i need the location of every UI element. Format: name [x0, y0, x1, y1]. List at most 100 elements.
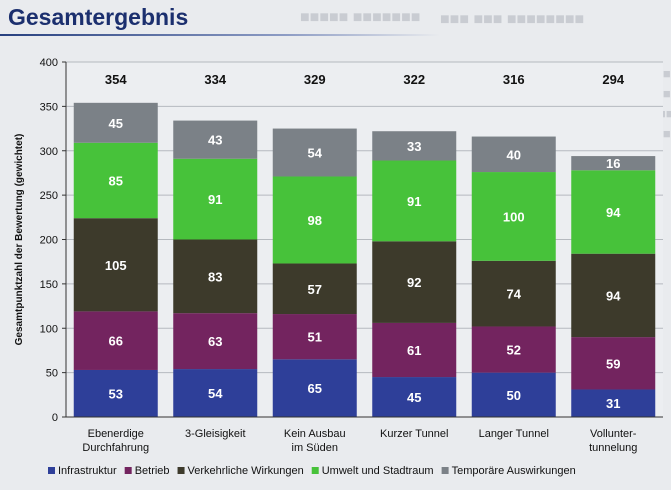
bar-segment	[372, 131, 457, 161]
bar-segment	[73, 102, 158, 143]
bar-value-label: 100	[503, 209, 525, 224]
bar-segment	[272, 176, 357, 264]
y-tick-label: 150	[40, 279, 58, 291]
y-tick-label: 100	[40, 323, 58, 335]
y-tick-label: 50	[46, 368, 58, 380]
bar-value-label: 65	[308, 381, 322, 396]
bar-total-label: 316	[503, 72, 525, 87]
bar-value-label: 54	[208, 386, 223, 401]
y-tick-label: 0	[52, 412, 58, 424]
legend-entry: Temporäre Auswirkungen	[452, 465, 576, 477]
bar-total-label: 334	[204, 72, 226, 87]
bar-segment	[571, 156, 656, 171]
y-tick-label: 200	[40, 235, 58, 247]
bar-value-label: 45	[109, 116, 123, 131]
x-category-label: 3-Gleisigkeit	[185, 428, 246, 440]
bar-segment	[571, 170, 656, 254]
bar-segment	[471, 260, 556, 327]
bar-total-label: 294	[602, 72, 624, 87]
legend-swatch	[124, 467, 132, 474]
bar-segment	[73, 311, 158, 370]
axes: 0 50 100 150 200 250 300 350 400 Gesamtpunktzahl …	[14, 57, 663, 454]
bar-value-label: 94	[606, 205, 621, 220]
x-category-label: Kurzer Tunnel	[380, 428, 448, 440]
bar-segment	[372, 377, 457, 417]
bars: 53 66 105 85 45 354 54 63 83 91 43 334 65 51 57 98 54 329…	[73, 72, 656, 417]
bar-segment	[272, 128, 357, 177]
bar-value-label: 66	[109, 334, 123, 349]
y-tick-label: 400	[40, 57, 58, 69]
legend-swatch	[177, 467, 185, 474]
bar-total-label: 329	[304, 72, 326, 87]
legend-entry: Betrieb	[135, 465, 170, 477]
x-category-label: Vollunter-	[590, 428, 637, 440]
x-category-label: tunnelung	[589, 442, 637, 454]
bar-value-label: 91	[407, 194, 421, 209]
bar-value-label: 16	[606, 156, 620, 171]
bar-value-label: 57	[308, 282, 322, 297]
bar-segment	[73, 218, 158, 312]
title-underline	[0, 34, 440, 36]
x-category-label: im Süden	[292, 442, 338, 454]
bar-value-label: 31	[606, 396, 620, 411]
bar-segment	[173, 313, 258, 370]
bar-value-label: 50	[507, 388, 521, 403]
bar-segment	[372, 160, 457, 242]
bar-value-label: 40	[507, 147, 521, 162]
bar-value-label: 74	[507, 287, 522, 302]
legend-entry: Infrastruktur	[58, 465, 117, 477]
bar-value-label: 43	[208, 133, 222, 148]
legend-swatch	[48, 467, 55, 474]
bar-value-label: 45	[407, 390, 421, 405]
bar-value-label: 59	[606, 356, 620, 371]
bar-value-label: 52	[507, 343, 521, 358]
bar-segment	[73, 369, 158, 417]
legend-swatch	[311, 467, 319, 474]
bar-value-label: 61	[407, 343, 421, 358]
bar-value-label: 33	[407, 139, 421, 154]
page-title: Gesamtergebnis	[8, 4, 189, 30]
x-category-label: Durchfahrung	[82, 442, 149, 454]
bar-value-label: 83	[208, 269, 222, 284]
bar-value-label: 91	[208, 192, 222, 207]
bar-segment	[372, 322, 457, 378]
bar-value-label: 98	[308, 213, 322, 228]
y-tick-label: 350	[40, 101, 58, 113]
bar-segment	[272, 263, 357, 315]
bar-value-label: 105	[105, 258, 127, 273]
bar-value-label: 94	[606, 288, 621, 303]
bar-segment	[471, 136, 556, 173]
bar-total-label: 322	[403, 72, 425, 87]
bar-segment	[471, 372, 556, 417]
bar-segment	[571, 337, 656, 390]
bar-value-label: 53	[109, 386, 123, 401]
bar-segment	[173, 158, 258, 240]
bar-segment	[372, 241, 457, 323]
bar-segment	[272, 314, 357, 360]
bar-segment	[571, 389, 656, 417]
bar-value-label: 51	[308, 330, 322, 345]
legend: Infrastruktur Betrieb Verkehrliche Wirkung…	[48, 465, 576, 477]
bar-segment	[173, 120, 258, 159]
legend-entry: Umwelt und Stadtraum	[322, 465, 434, 477]
bar-value-label: 92	[407, 275, 421, 290]
bar-segment	[471, 326, 556, 373]
bar-segment	[173, 239, 258, 314]
gridlines	[66, 61, 663, 418]
legend-swatch	[441, 467, 449, 474]
x-category-label: Langer Tunnel	[479, 428, 549, 440]
y-axis-label: Gesamtpunktzahl der Bewertung (gewichtet…	[14, 134, 25, 346]
bar-segment	[272, 359, 357, 417]
bar-value-label: 54	[308, 146, 323, 161]
x-category-label: Kein Ausbau	[284, 428, 346, 440]
y-tick-label: 250	[40, 190, 58, 202]
bar-value-label: 63	[208, 334, 222, 349]
bar-segment	[471, 172, 556, 261]
bar-value-label: 85	[109, 173, 123, 188]
bar-segment	[173, 369, 258, 417]
legend-entry: Verkehrliche Wirkungen	[188, 465, 304, 477]
y-tick-label: 300	[40, 146, 58, 158]
bar-total-label: 354	[105, 72, 127, 87]
bar-segment	[73, 142, 158, 219]
